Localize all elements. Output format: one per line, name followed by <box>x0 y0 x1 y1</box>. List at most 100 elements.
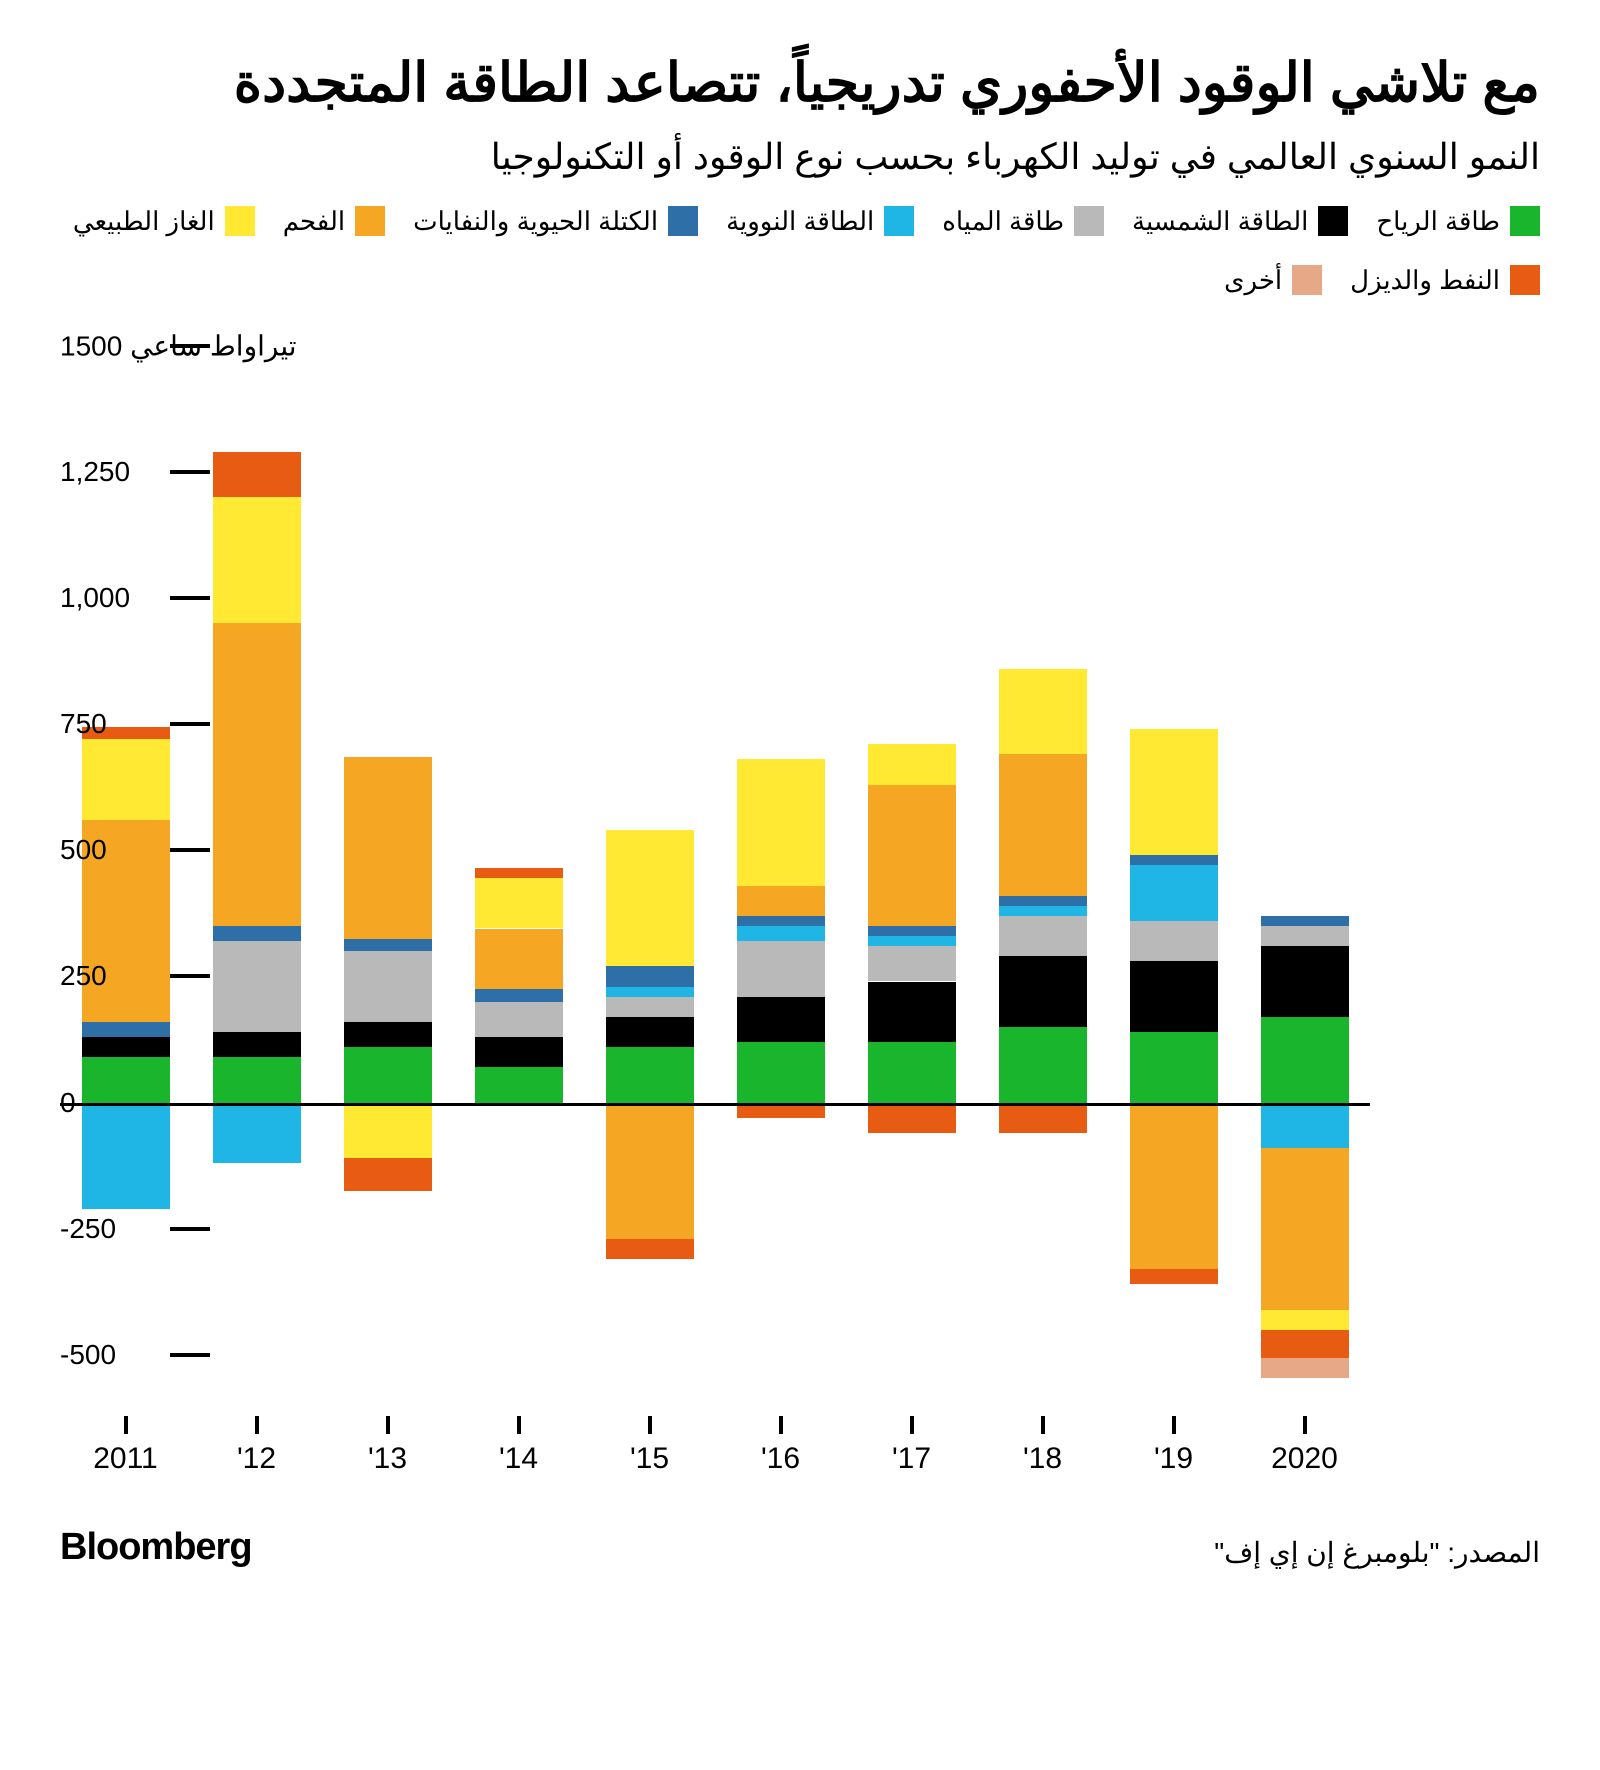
legend-item-gas: الغاز الطبيعي <box>73 206 255 237</box>
seg-nuclear <box>1261 1103 1349 1148</box>
seg-gas <box>999 669 1087 755</box>
legend-label-solar: الطاقة الشمسية <box>1132 206 1308 237</box>
x-tick-label: '12 <box>213 1416 301 1486</box>
seg-gas <box>868 744 956 784</box>
y-tick-mark <box>170 470 210 474</box>
legend-swatch-oil <box>1510 265 1540 295</box>
x-tick-mark <box>124 1416 128 1434</box>
seg-bio <box>213 926 301 941</box>
x-tick-text: '19 <box>1130 1442 1218 1476</box>
chart-title: مع تلاشي الوقود الأحفوري تدريجياً، تتصاع… <box>60 50 1540 118</box>
seg-solar <box>344 1022 432 1047</box>
legend-swatch-solar <box>1318 206 1348 236</box>
brand-logo: Bloomberg <box>60 1526 252 1569</box>
y-tick-label: 250 <box>60 960 107 992</box>
seg-gas <box>344 1103 432 1159</box>
x-tick-label: '17 <box>868 1416 956 1486</box>
seg-gas <box>475 878 563 928</box>
bar-'17 <box>868 346 956 1406</box>
bar-2011 <box>82 346 170 1406</box>
seg-coal <box>475 929 563 990</box>
seg-hydro <box>344 951 432 1022</box>
seg-coal <box>344 757 432 939</box>
seg-coal <box>868 785 956 926</box>
legend-swatch-wind <box>1510 206 1540 236</box>
legend-item-hydro: طاقة المياه <box>942 206 1104 237</box>
seg-oil <box>606 1239 694 1259</box>
x-tick-label: '16 <box>737 1416 825 1486</box>
seg-solar <box>999 956 1087 1027</box>
bar-'18 <box>999 346 1087 1406</box>
y-tick-label: 750 <box>60 708 107 740</box>
seg-wind <box>344 1047 432 1103</box>
x-tick-mark <box>648 1416 652 1434</box>
y-tick-label: 1,250 <box>60 456 130 488</box>
y-tick-label: -500 <box>60 1339 116 1371</box>
legend-item-wind: طاقة الرياح <box>1376 206 1540 237</box>
legend-label-coal: الفحم <box>283 206 345 237</box>
seg-solar <box>1261 946 1349 1017</box>
bar-'15 <box>606 346 694 1406</box>
seg-wind <box>213 1057 301 1102</box>
legend-swatch-gas <box>225 206 255 236</box>
seg-gas <box>1130 729 1218 855</box>
legend-swatch-other <box>1292 265 1322 295</box>
chart-footer: المصدر: "بلومبرغ إن إي إف" Bloomberg <box>60 1526 1540 1569</box>
legend-label-oil: النفط والديزل <box>1350 265 1500 296</box>
legend-swatch-hydro <box>1074 206 1104 236</box>
seg-gas <box>82 739 170 820</box>
seg-solar <box>737 997 825 1042</box>
x-tick-mark <box>386 1416 390 1434</box>
seg-solar <box>213 1032 301 1057</box>
legend-label-nuclear: الطاقة النووية <box>726 206 874 237</box>
x-tick-text: '13 <box>344 1442 432 1476</box>
y-tick-label: -250 <box>60 1213 116 1245</box>
y-tick-mark <box>170 974 210 978</box>
seg-wind <box>999 1027 1087 1103</box>
x-tick-label: '15 <box>606 1416 694 1486</box>
seg-nuclear <box>868 936 956 946</box>
x-tick-text: '12 <box>213 1442 301 1476</box>
seg-oil <box>213 452 301 497</box>
seg-wind <box>1130 1032 1218 1103</box>
legend-item-oil: النفط والديزل <box>1350 265 1540 296</box>
bar-'16 <box>737 346 825 1406</box>
seg-bio <box>82 1022 170 1037</box>
legend-item-solar: الطاقة الشمسية <box>1132 206 1348 237</box>
seg-hydro <box>1261 926 1349 946</box>
seg-coal <box>1130 1103 1218 1270</box>
y-tick-mark <box>170 722 210 726</box>
seg-bio <box>999 896 1087 906</box>
seg-gas <box>606 830 694 966</box>
bar-'12 <box>213 346 301 1406</box>
bar-'13 <box>344 346 432 1406</box>
x-tick-mark <box>255 1416 259 1434</box>
x-tick-label: '19 <box>1130 1416 1218 1486</box>
legend-label-wind: طاقة الرياح <box>1376 206 1500 237</box>
x-tick-mark <box>1172 1416 1176 1434</box>
seg-coal <box>1261 1148 1349 1310</box>
seg-coal <box>213 623 301 926</box>
seg-solar <box>82 1037 170 1057</box>
x-tick-mark <box>1041 1416 1045 1434</box>
legend-label-other: أخرى <box>1224 265 1282 296</box>
seg-nuclear <box>999 906 1087 916</box>
seg-bio <box>475 989 563 1002</box>
x-tick-label: '14 <box>475 1416 563 1486</box>
chart-area: 1500 تيراواط ساعي1,2501,0007505002500-25… <box>60 346 1540 1486</box>
x-tick-mark <box>910 1416 914 1434</box>
y-tick-label: 500 <box>60 834 107 866</box>
seg-oil <box>1130 1269 1218 1284</box>
seg-nuclear <box>82 1103 170 1209</box>
x-tick-text: '16 <box>737 1442 825 1476</box>
seg-nuclear <box>213 1103 301 1164</box>
seg-wind <box>868 1042 956 1103</box>
seg-hydro <box>1130 921 1218 961</box>
y-tick-mark <box>170 848 210 852</box>
x-tick-text: '18 <box>999 1442 1087 1476</box>
x-tick-text: 2011 <box>82 1442 170 1476</box>
seg-hydro <box>606 997 694 1017</box>
legend-item-bio: الكتلة الحيوية والنفايات <box>413 206 698 237</box>
seg-coal <box>606 1103 694 1239</box>
seg-wind <box>475 1067 563 1102</box>
